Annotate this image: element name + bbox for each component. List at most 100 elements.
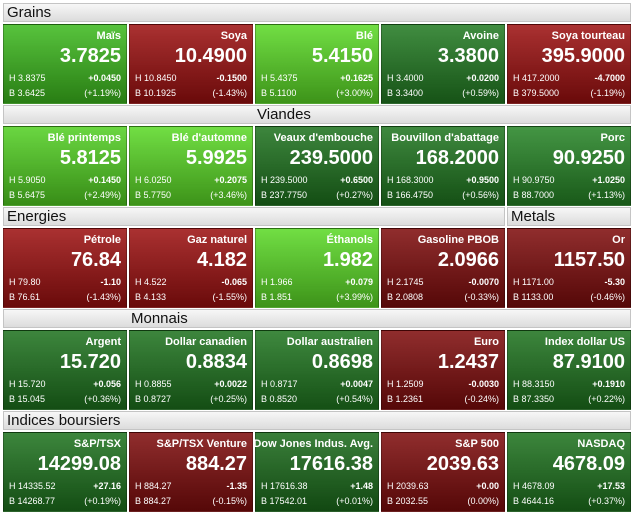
quote-high: H 3.8375 (9, 73, 46, 83)
quote-high: H 10.8450 (135, 73, 177, 83)
quote-high: H 14335.52 (9, 481, 56, 491)
quote-low: B 884.27 (135, 496, 172, 506)
quote-percent: (-0.24%) (464, 394, 499, 404)
quote-change: +0.056 (93, 379, 121, 389)
quote-tile[interactable]: S&P/TSX 14299.08 H 14335.52 B 14268.77 +27.1… (3, 432, 127, 512)
quote-name: S&P/TSX Venture (156, 438, 247, 450)
quote-price: 4.182 (196, 249, 247, 271)
quote-change: -1.10 (100, 277, 121, 287)
quote-name: Argent (85, 336, 121, 348)
quote-tile[interactable]: Blé printemps 5.8125 H 5.9050 B 5.6475 +0.14… (3, 126, 127, 206)
quote-price: 76.84 (70, 249, 121, 271)
quote-change: -0.1500 (216, 73, 247, 83)
quote-percent: (+3.99%) (336, 292, 373, 302)
quote-price: 3.3800 (437, 45, 499, 67)
quote-name: Blé d'automne (171, 132, 247, 144)
quote-price: 395.9000 (541, 45, 625, 67)
quote-low: B 166.4750 (387, 190, 434, 200)
section-header: Indices boursiers (3, 411, 631, 430)
quote-price: 5.9925 (185, 147, 247, 169)
quote-high: H 417.2000 (513, 73, 560, 83)
quote-name: Euro (473, 336, 499, 348)
quote-change: +1.0250 (592, 175, 625, 185)
quote-tile[interactable]: Bouvillon d'abattage 168.2000 H 168.3000 B … (381, 126, 505, 206)
quote-tile[interactable]: Soya 10.4900 H 10.8450 B 10.1925 -0.1500 (-1.… (129, 24, 253, 104)
quote-price: 1.982 (322, 249, 373, 271)
quote-name: Soya tourteau (551, 30, 625, 42)
section-header: Grains (3, 3, 631, 22)
quote-price: 2.0966 (437, 249, 499, 271)
quote-low: B 2.0808 (387, 292, 424, 302)
quote-price: 0.8698 (311, 351, 373, 373)
quote-percent: (+0.01%) (336, 496, 373, 506)
section-title: Grains (7, 4, 52, 21)
quote-tile[interactable]: Gasoline PBOB 2.0966 H 2.1745 B 2.0808 -0.00… (381, 228, 505, 308)
quote-low: B 14268.77 (9, 496, 56, 506)
quote-name: Soya (220, 30, 247, 42)
quote-high: H 17616.38 (261, 481, 308, 491)
quote-tile[interactable]: Dollar australien 0.8698 H 0.8717 B 0.8520 +… (255, 330, 379, 410)
quote-tile[interactable]: Éthanols 1.982 H 1.966 B 1.851 +0.079 (+3.99%… (255, 228, 379, 308)
quote-low: B 5.7750 (135, 190, 172, 200)
quote-percent: (+0.36%) (84, 394, 121, 404)
quote-price: 4678.09 (552, 453, 625, 475)
quote-change: +17.53 (597, 481, 625, 491)
quote-price: 15.720 (59, 351, 121, 373)
quote-tile[interactable]: Soya tourteau 395.9000 H 417.2000 B 379.500… (507, 24, 631, 104)
quote-tile[interactable]: S&P 500 2039.63 H 2039.63 B 2032.55 +0.00 (0.… (381, 432, 505, 512)
quote-tile[interactable]: Or 1157.50 H 1171.00 B 1133.00 -5.30 (-0.46%) (507, 228, 631, 308)
quote-tile[interactable]: Porc 90.9250 H 90.9750 B 88.7000 +1.0250 (+1.… (507, 126, 631, 206)
quote-name: Blé (355, 30, 373, 42)
quote-price: 87.9100 (552, 351, 625, 373)
quote-tile[interactable]: Index dollar US 87.9100 H 88.3150 B 87.3350… (507, 330, 631, 410)
quote-tile[interactable]: Dollar canadien 0.8834 H 0.8855 B 0.8727 +0.… (129, 330, 253, 410)
quote-name: Blé printemps (47, 132, 121, 144)
quote-name: Bouvillon d'abattage (391, 132, 499, 144)
quote-price: 1157.50 (553, 249, 625, 271)
quote-price: 168.2000 (415, 147, 499, 169)
quote-high: H 4678.09 (513, 481, 555, 491)
quote-tile[interactable]: Veaux d'embouche 239.5000 H 239.5000 B 237.… (255, 126, 379, 206)
quote-tile[interactable]: Pétrole 76.84 H 79.80 B 76.61 -1.10 (-1.43%) (3, 228, 127, 308)
quote-tile[interactable]: Gaz naturel 4.182 H 4.522 B 4.133 -0.065 (-1.… (129, 228, 253, 308)
quote-price: 14299.08 (37, 453, 121, 475)
quote-tile[interactable]: S&P/TSX Venture 884.27 H 884.27 B 884.27 -1.… (129, 432, 253, 512)
quote-name: Gaz naturel (187, 234, 247, 246)
quote-name: Dow Jones Indus. Avg. (253, 438, 373, 450)
quote-tile[interactable]: Argent 15.720 H 15.720 B 15.045 +0.056 (+0.36… (3, 330, 127, 410)
quote-percent: (+1.19%) (84, 88, 121, 98)
quote-high: H 15.720 (9, 379, 46, 389)
quote-percent: (+0.37%) (588, 496, 625, 506)
quote-change: +0.6500 (340, 175, 373, 185)
quote-tile[interactable]: Blé 5.4150 H 5.4375 B 5.1100 +0.1625 (+3.00%) (255, 24, 379, 104)
quote-high: H 0.8855 (135, 379, 172, 389)
quote-tile[interactable]: Blé d'automne 5.9925 H 6.0250 B 5.7750 +0.20… (129, 126, 253, 206)
quote-percent: (+0.59%) (462, 88, 499, 98)
quote-high: H 79.80 (9, 277, 41, 287)
quote-change: +0.0450 (88, 73, 121, 83)
quote-tile[interactable]: NASDAQ 4678.09 H 4678.09 B 4644.16 +17.53 (+0… (507, 432, 631, 512)
quote-high: H 6.0250 (135, 175, 172, 185)
quote-high: H 0.8717 (261, 379, 298, 389)
quote-percent: (+0.56%) (462, 190, 499, 200)
quote-tile[interactable]: Avoine 3.3800 H 3.4000 B 3.3400 +0.0200 (+0.5… (381, 24, 505, 104)
quote-high: H 1.2509 (387, 379, 424, 389)
quote-change: +0.1625 (340, 73, 373, 83)
section-title: Viandes (257, 106, 311, 123)
section-title: Metals (511, 208, 556, 225)
quote-price: 5.4150 (311, 45, 373, 67)
quote-percent: (-0.33%) (464, 292, 499, 302)
section-title: Energies (7, 208, 67, 225)
quote-name: Porc (600, 132, 625, 144)
section-title: Monnais (131, 310, 188, 327)
quote-tile[interactable]: Euro 1.2437 H 1.2509 B 1.2361 -0.0030 (-0.24%… (381, 330, 505, 410)
quote-name: Or (612, 234, 625, 246)
quote-change: -0.0030 (468, 379, 499, 389)
quote-low: B 87.3350 (513, 394, 555, 404)
quote-name: Veaux d'embouche (273, 132, 373, 144)
quote-price: 884.27 (185, 453, 247, 475)
quote-tile[interactable]: Maïs 3.7825 H 3.8375 B 3.6425 +0.0450 (+1.19%… (3, 24, 127, 104)
quote-tile[interactable]: Dow Jones Indus. Avg. 17616.38 H 17616.38 B… (253, 432, 379, 512)
quote-price: 0.8834 (185, 351, 247, 373)
